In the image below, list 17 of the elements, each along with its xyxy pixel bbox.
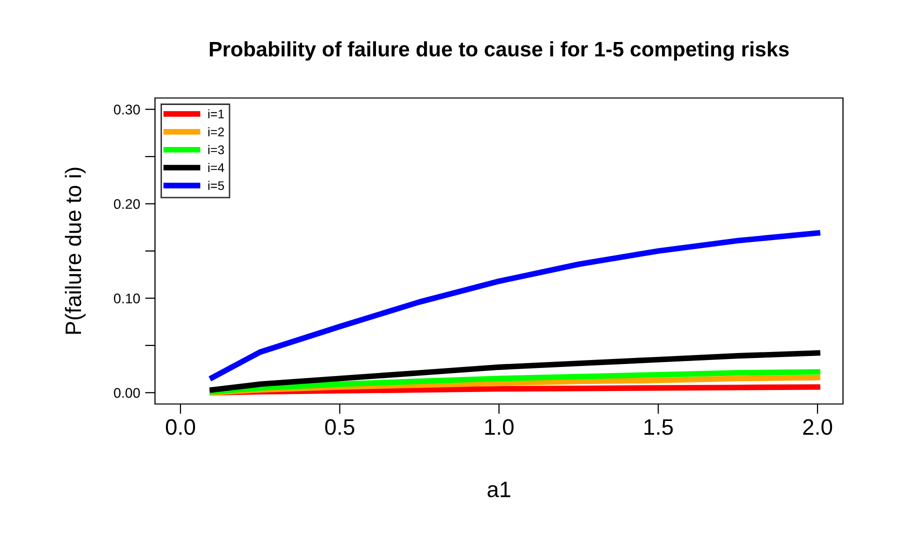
- x-tick-label: 0.5: [325, 419, 354, 435]
- x-tick-label: 1.0: [485, 419, 514, 435]
- legend-label: i=4: [208, 162, 224, 172]
- legend-label: i=5: [208, 180, 224, 190]
- y-axis-title: P(failure due to i): [64, 168, 86, 334]
- x-axis-title: a1: [488, 482, 510, 498]
- x-tick-label: 0.0: [166, 419, 196, 435]
- legend-label: i=1: [208, 109, 224, 118]
- legend-label: i=2: [208, 127, 224, 136]
- y-tick-label: 0.00: [114, 388, 140, 398]
- x-tick-label: 1.5: [644, 419, 673, 435]
- y-tick-label: 0.30: [114, 104, 140, 115]
- y-tick-label: 0.10: [114, 294, 140, 304]
- x-tick-label: 2.0: [803, 419, 832, 435]
- legend-label: i=3: [208, 145, 224, 154]
- y-tick-label: 0.20: [114, 199, 140, 209]
- chart-title: Probability of failure due to cause i for 1-5 competing risks: [210, 41, 789, 61]
